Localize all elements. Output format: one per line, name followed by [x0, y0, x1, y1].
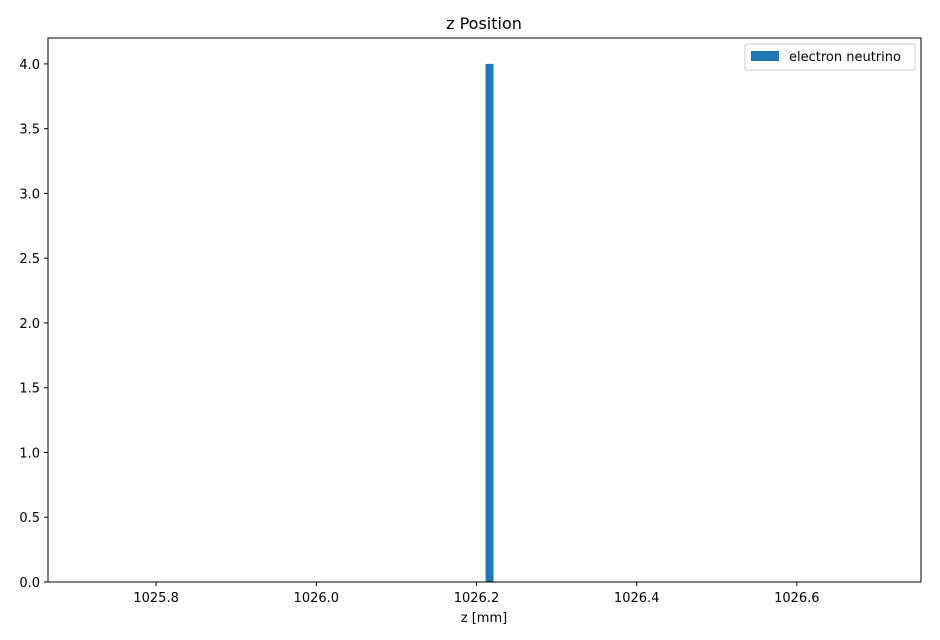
plot-area: 1025.8 1026.0 1026.2 1026.4 1026.6 0.0 0.5 1.0 1… — [19, 37, 922, 606]
y-tick-label: 2.5 — [19, 252, 40, 267]
x-tick-label: 1025.8 — [133, 591, 179, 606]
x-tick-label: 1026.4 — [614, 591, 660, 606]
legend-label: electron neutrino — [789, 50, 901, 65]
y-tick-label: 2.0 — [19, 317, 40, 332]
y-tick-label: 4.0 — [19, 58, 40, 73]
legend-swatch — [751, 51, 779, 61]
y-tick-label: 3.5 — [19, 123, 40, 138]
y-tick-label: 0.0 — [19, 576, 40, 591]
y-tick-label: 3.0 — [19, 187, 40, 202]
x-axis-label: z [mm] — [461, 611, 507, 626]
chart-title: z Position — [446, 14, 522, 33]
y-tick-label: 1.5 — [19, 382, 40, 397]
axes-frame — [47, 37, 922, 583]
x-tick-label: 1026.2 — [454, 591, 500, 606]
x-tick-label: 1026.6 — [774, 591, 820, 606]
y-tick-label: 0.5 — [19, 511, 40, 526]
x-tick-label: 1026.0 — [294, 591, 340, 606]
y-tick-label: 1.0 — [19, 446, 40, 461]
legend-box — [744, 43, 916, 71]
legend: electron neutrino — [744, 43, 916, 71]
bar-0-0 — [485, 63, 494, 582]
